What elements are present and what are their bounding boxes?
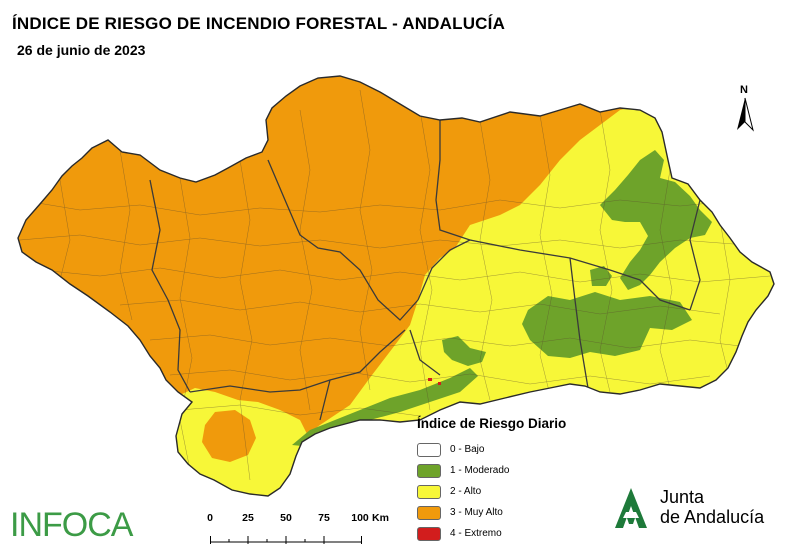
junta-text-line2: de Andalucía	[660, 507, 765, 527]
scale-bar: 0 25 50 75 100 Km	[205, 512, 390, 550]
scale-tick-100: 100	[351, 512, 369, 524]
legend-swatch-muy-alto	[417, 505, 441, 520]
moderado-zone-penibetica	[522, 292, 692, 358]
map-title: ÍNDICE DE RIESGO DE INCENDIO FORESTAL - …	[12, 14, 506, 33]
legend-label-bajo: 0 - Bajo	[450, 444, 485, 455]
scale-bar-graphic	[210, 536, 362, 544]
legend-item-muy-alto: 3 - Muy Alto	[417, 502, 617, 523]
extremo-spots	[428, 378, 441, 385]
junta-de-andalucia-logo-text: Junta de Andalucía	[660, 487, 764, 527]
legend-label-moderado: 1 - Moderado	[450, 465, 510, 476]
junta-de-andalucia-logo-icon	[615, 488, 647, 528]
legend-swatch-bajo	[417, 442, 441, 457]
scale-tick-50: 50	[280, 512, 292, 524]
infoca-logo: INFOCA	[10, 506, 133, 544]
junta-text-line1: Junta	[660, 487, 705, 507]
muy-alto-pocket-south	[202, 410, 256, 462]
legend-item-alto: 2 - Alto	[417, 481, 617, 502]
north-label: N	[740, 84, 748, 96]
moderado-zone-center	[442, 336, 486, 366]
scale-tick-25: 25	[242, 512, 254, 524]
moderado-zone-small	[590, 266, 612, 286]
legend-label-muy-alto: 3 - Muy Alto	[450, 507, 503, 518]
legend-swatch-moderado	[417, 463, 441, 478]
moderado-zone-coast	[292, 368, 478, 446]
province-boundaries	[149, 120, 701, 421]
scale-tick-0: 0	[207, 512, 213, 524]
scale-tick-75: 75	[318, 512, 330, 524]
moderado-zone-north	[600, 150, 712, 290]
north-arrow-icon	[737, 97, 754, 132]
legend: Índice de Riesgo Diario 0 - Bajo 1 - Mod…	[417, 416, 617, 544]
legend-swatch-extremo	[417, 526, 441, 541]
legend-label-extremo: 4 - Extremo	[450, 528, 502, 539]
legend-item-extremo: 4 - Extremo	[417, 523, 617, 544]
legend-item-bajo: 0 - Bajo	[417, 439, 617, 460]
legend-title: Índice de Riesgo Diario	[417, 416, 567, 431]
municipal-boundaries	[19, 89, 771, 481]
legend-label-alto: 2 - Alto	[450, 486, 482, 497]
legend-swatch-alto	[417, 484, 441, 499]
legend-item-moderado: 1 - Moderado	[417, 460, 617, 481]
map-date: 26 de junio de 2023	[17, 42, 146, 58]
andalucia-outline	[17, 75, 775, 497]
scale-unit: Km	[372, 512, 389, 524]
